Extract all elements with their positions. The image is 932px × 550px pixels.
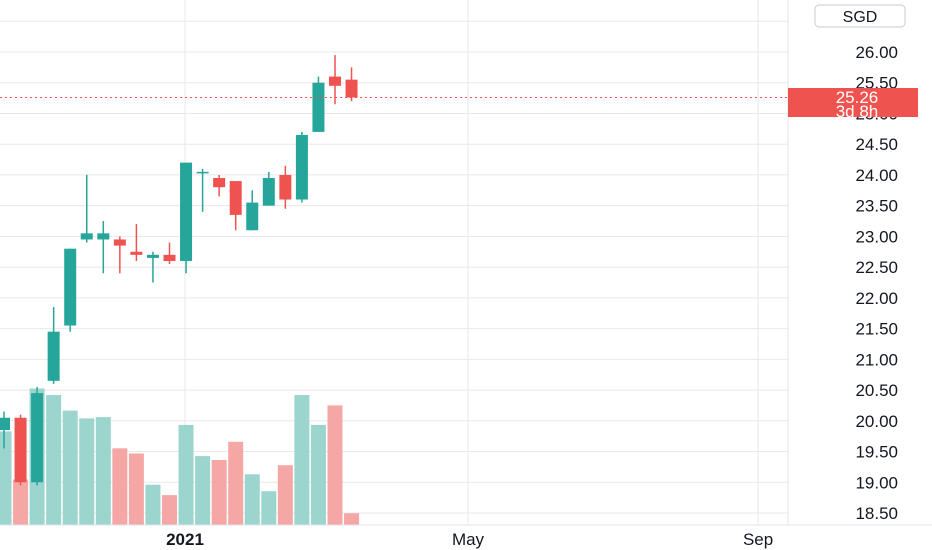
volume-bar — [228, 441, 244, 525]
currency-label: SGD — [843, 9, 878, 26]
candle-body — [47, 331, 60, 381]
volume-bar — [162, 495, 177, 525]
candle-body — [80, 233, 93, 240]
candle-body — [345, 79, 358, 98]
volume-bar — [0, 431, 12, 525]
candle — [312, 76, 325, 132]
price-tick-label: 20.50 — [855, 381, 898, 400]
candle — [113, 236, 126, 274]
candle — [180, 162, 193, 274]
price-tick-label: 26.00 — [855, 43, 898, 62]
volume-bar — [294, 395, 310, 525]
candle-body — [180, 162, 193, 261]
candle — [80, 174, 93, 243]
candle — [329, 55, 341, 105]
candle-body — [0, 417, 10, 431]
candle — [213, 174, 226, 197]
candle — [31, 386, 44, 486]
volume-bar — [13, 479, 29, 525]
price-tick-label: 24.50 — [855, 135, 898, 154]
price-tick-label: 18.50 — [855, 504, 898, 523]
volume-bar — [62, 410, 78, 525]
volume-bar — [211, 460, 227, 525]
time-tick-label: 2021 — [166, 530, 204, 549]
candle — [279, 165, 292, 209]
price-tick-label: 20.00 — [855, 412, 898, 431]
price-tick-label: 23.00 — [855, 227, 898, 246]
candle-body — [146, 254, 159, 258]
volume-bars — [0, 388, 360, 525]
candle-body — [262, 178, 275, 206]
candle-body — [213, 178, 226, 188]
last-price-value: 25.26 — [836, 88, 879, 107]
price-tick-label: 22.00 — [855, 289, 898, 308]
volume-bar — [261, 491, 277, 525]
candle-body — [97, 233, 110, 240]
volume-bar — [145, 484, 161, 525]
volume-bar — [178, 424, 194, 525]
candle-body — [229, 181, 242, 215]
candle — [196, 168, 209, 212]
candle-body — [295, 134, 308, 200]
currency-badge[interactable]: SGD — [814, 4, 906, 28]
price-axis-ticks: 18.50 19.00 19.50 20.00 20.50 21.00 21.50 22.00… — [855, 12, 898, 523]
candle-body — [130, 251, 143, 255]
volume-bar — [79, 418, 95, 525]
candle-body — [312, 82, 325, 132]
price-tick-label: 21.00 — [855, 350, 898, 369]
candle — [262, 171, 275, 206]
candles — [0, 55, 358, 486]
candle — [345, 67, 358, 102]
candle-body — [279, 174, 292, 200]
volume-bar — [277, 465, 293, 525]
price-axis[interactable]: 18.50 19.00 19.50 20.00 20.50 21.00 21.50 22.00… — [787, 0, 918, 525]
price-tick-label: 24.00 — [855, 166, 898, 185]
bar-countdown: 3d 8h — [836, 102, 879, 121]
volume-bar — [128, 453, 144, 525]
candle — [130, 224, 143, 261]
candle — [64, 248, 77, 332]
candle — [163, 242, 176, 265]
volume-bar — [310, 424, 326, 525]
price-tick-label: 22.50 — [855, 258, 898, 277]
candle — [14, 414, 27, 486]
time-tick-label: May — [452, 530, 485, 549]
grid-lines — [0, 0, 788, 525]
volume-bar — [46, 395, 62, 525]
candle-body — [31, 393, 44, 483]
volume-bar — [327, 405, 343, 525]
price-tick-label: 19.00 — [855, 473, 898, 492]
candle — [47, 307, 60, 384]
candle-body — [64, 248, 77, 326]
candle — [229, 181, 242, 231]
price-tick-label: 19.50 — [855, 443, 898, 462]
volume-bar — [244, 474, 260, 525]
volume-bar — [195, 456, 211, 525]
candle — [246, 190, 259, 231]
candle-body — [246, 202, 259, 231]
candle — [97, 221, 110, 274]
volume-bar — [95, 417, 111, 525]
volume-bar — [112, 448, 128, 525]
time-tick-label: Sep — [743, 530, 773, 549]
candle-body — [14, 417, 27, 483]
candle — [146, 251, 159, 283]
time-axis-ticks: 2021 May Sep — [166, 530, 773, 549]
time-axis[interactable]: 2021 May Sep — [0, 524, 932, 549]
volume-bar — [344, 513, 360, 525]
candle-body — [329, 76, 341, 86]
candle-body — [196, 171, 209, 174]
price-tick-label: 25.50 — [855, 74, 898, 93]
candle — [295, 131, 308, 203]
candle — [0, 411, 10, 449]
price-tick-label: 23.50 — [855, 197, 898, 216]
candle-body — [163, 254, 176, 261]
last-price-tag: 25.26 3d 8h — [788, 88, 918, 121]
candle-body — [113, 239, 126, 246]
price-tick-label: 21.50 — [855, 320, 898, 339]
